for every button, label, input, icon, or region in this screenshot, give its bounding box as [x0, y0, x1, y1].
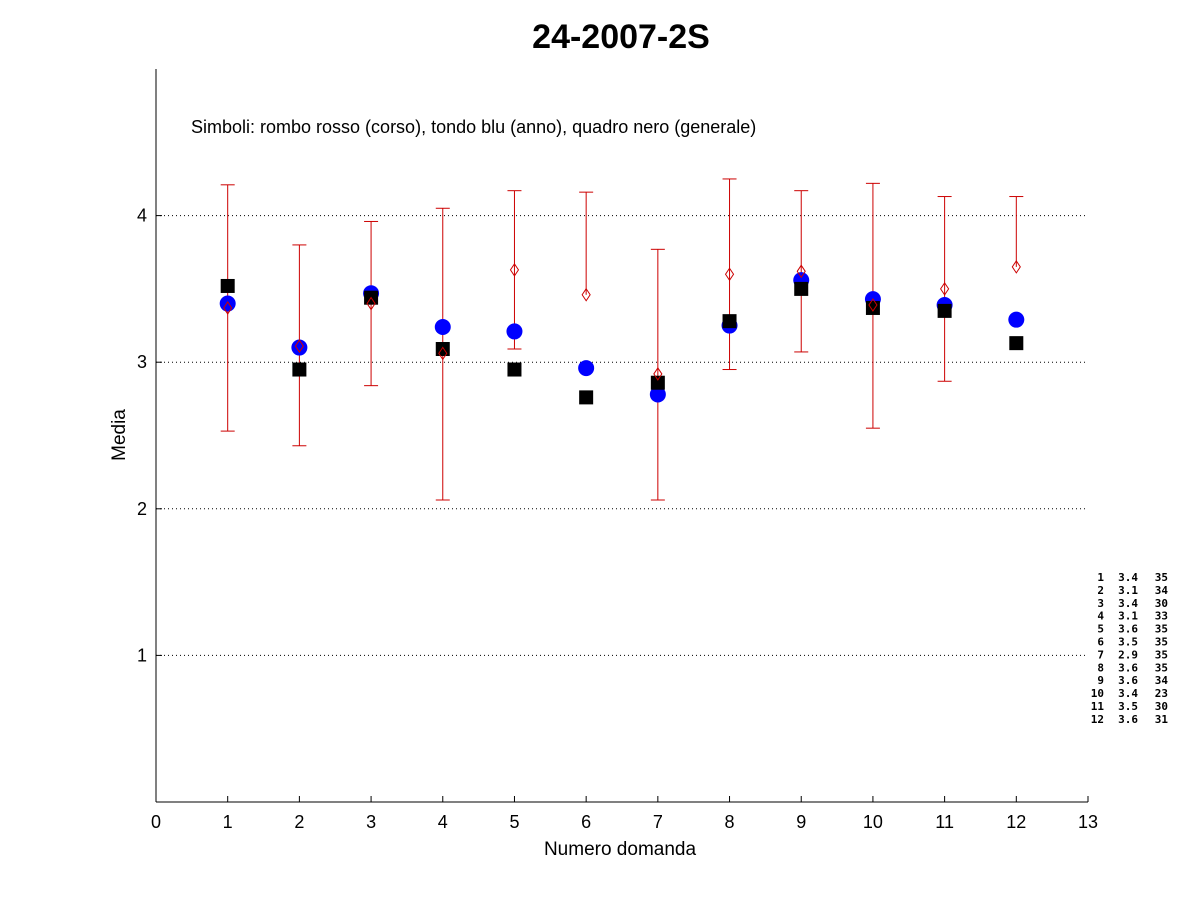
- point-anno-1: [219, 295, 236, 312]
- side-table-index-11: 11: [1091, 700, 1105, 713]
- side-table-mean-9: 3.6: [1118, 674, 1138, 687]
- side-table-count-3: 30: [1155, 597, 1168, 610]
- side-table-mean-11: 3.5: [1118, 700, 1138, 713]
- side-table-index-8: 8: [1097, 661, 1104, 674]
- x-tick-label-3: 3: [366, 812, 376, 832]
- side-table-mean-5: 3.6: [1118, 623, 1138, 636]
- y-tick-label-2: 2: [137, 499, 147, 519]
- point-generale-7: [650, 375, 665, 390]
- side-table-mean-7: 2.9: [1118, 648, 1138, 661]
- point-corso-7: [653, 367, 663, 381]
- point-corso-1: [223, 301, 233, 315]
- side-table-index-7: 7: [1097, 648, 1104, 661]
- point-corso-9: [796, 264, 806, 279]
- side-table-count-4: 33: [1155, 610, 1168, 623]
- side-table-count-2: 34: [1155, 584, 1169, 597]
- grid-lines: [156, 215, 1088, 656]
- x-tick-label-0: 0: [151, 812, 161, 832]
- point-generale-10: [865, 300, 880, 315]
- side-table-index-1: 1: [1097, 571, 1104, 584]
- legend-annotation: Simboli: rombo rosso (corso), tondo blu …: [191, 117, 756, 137]
- point-corso-3: [366, 296, 376, 311]
- x-tick-label-10: 10: [863, 812, 883, 832]
- x-tick-label-9: 9: [796, 812, 806, 832]
- x-tick-label-7: 7: [653, 812, 663, 832]
- side-table-index-4: 4: [1097, 610, 1104, 623]
- side-table-mean-4: 3.1: [1118, 610, 1138, 623]
- point-corso-5: [509, 262, 520, 277]
- side-table-mean-12: 3.6: [1118, 713, 1138, 726]
- x-axis-label: Numero domanda: [544, 839, 697, 860]
- x-tick-label-2: 2: [294, 812, 304, 832]
- axes: [155, 69, 1088, 803]
- x-tick-label-5: 5: [509, 812, 519, 832]
- side-table-index-2: 2: [1097, 584, 1104, 597]
- point-generale-1: [220, 278, 235, 293]
- point-corso-2: [294, 339, 304, 353]
- point-corso-12: [1011, 260, 1021, 274]
- x-tick-label-13: 13: [1078, 812, 1098, 832]
- side-table-mean-10: 3.4: [1118, 687, 1138, 700]
- error-bars: [220, 178, 1024, 501]
- point-anno-2: [291, 339, 308, 356]
- side-table-index-12: 12: [1091, 713, 1104, 726]
- side-table-mean-2: 3.1: [1118, 584, 1138, 597]
- point-generale-8: [722, 314, 737, 329]
- chart-title: 24-2007-2S: [532, 18, 710, 56]
- side-table-count-7: 35: [1155, 648, 1168, 661]
- side-table: 1 3.4 35 2 3.1 34 3 3.4 30 4 3.1 33 5 3.6 35 6 3.5 35 7 2.9…: [1091, 571, 1169, 726]
- side-table-count-12: 31: [1155, 713, 1169, 726]
- point-anno-6: [578, 360, 595, 377]
- point-anno-5: [506, 323, 523, 340]
- y-tick-label-3: 3: [137, 352, 147, 372]
- point-generale-12: [1009, 336, 1024, 351]
- point-generale-11: [937, 303, 952, 318]
- x-tick-label-1: 1: [223, 812, 233, 832]
- point-anno-12: [1008, 311, 1025, 328]
- point-corso-8: [724, 267, 735, 282]
- x-tick-label-12: 12: [1006, 812, 1026, 832]
- x-tick-label-4: 4: [438, 812, 448, 832]
- x-tick-label-11: 11: [935, 812, 954, 832]
- side-table-mean-3: 3.4: [1118, 597, 1138, 610]
- point-generale-5: [507, 362, 522, 377]
- point-corso-11: [940, 281, 950, 296]
- side-table-mean-6: 3.5: [1118, 636, 1138, 649]
- side-table-count-5: 35: [1155, 623, 1168, 636]
- point-corso-10: [868, 298, 878, 312]
- side-table-mean-8: 3.6: [1118, 661, 1138, 674]
- side-table-mean-1: 3.4: [1118, 571, 1138, 584]
- side-table-count-10: 23: [1155, 687, 1168, 700]
- side-table-count-8: 35: [1155, 661, 1168, 674]
- x-tick-label-6: 6: [581, 812, 591, 832]
- side-table-count-6: 35: [1155, 636, 1168, 649]
- x-tick-label-8: 8: [725, 812, 735, 832]
- point-generale-6: [579, 390, 594, 405]
- point-anno-7: [649, 386, 666, 403]
- y-axis-label: Media: [109, 409, 130, 461]
- point-generale-9: [794, 281, 809, 296]
- side-table-index-3: 3: [1097, 597, 1104, 610]
- side-table-index-6: 6: [1097, 636, 1104, 649]
- side-table-index-5: 5: [1097, 623, 1104, 636]
- point-generale-4: [435, 342, 450, 357]
- point-anno-4: [434, 319, 451, 336]
- data-markers: [219, 260, 1025, 405]
- side-table-index-9: 9: [1097, 674, 1104, 687]
- side-table-index-10: 10: [1091, 687, 1104, 700]
- point-corso-6: [581, 287, 591, 302]
- side-table-count-9: 34: [1155, 674, 1169, 687]
- side-table-count-11: 30: [1155, 700, 1168, 713]
- point-generale-2: [292, 362, 307, 377]
- y-tick-label-4: 4: [137, 206, 147, 226]
- point-corso-4: [438, 346, 448, 361]
- side-table-count-1: 35: [1155, 571, 1168, 584]
- y-tick-label-1: 1: [137, 645, 147, 665]
